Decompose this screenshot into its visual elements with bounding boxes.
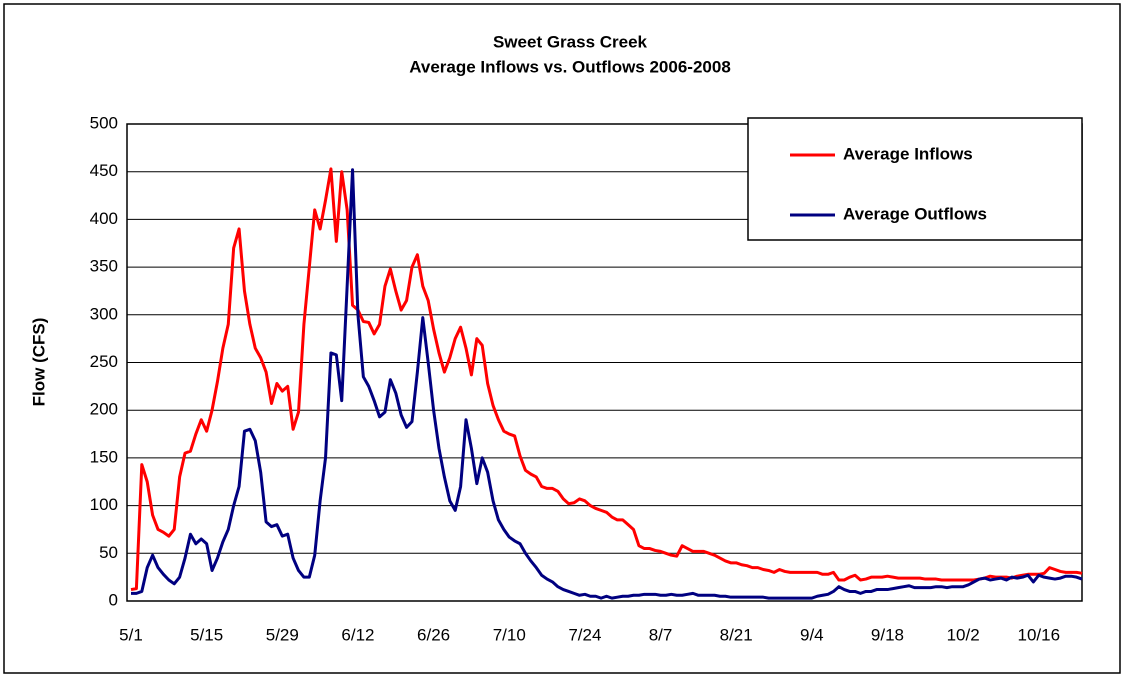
x-tick-label: 5/15 — [190, 625, 223, 644]
y-tick-label: 300 — [90, 304, 118, 323]
y-tick-label: 250 — [90, 352, 118, 371]
legend-label: Average Inflows — [843, 144, 973, 163]
y-tick-label: 400 — [90, 209, 118, 228]
x-tick-label: 7/10 — [493, 625, 526, 644]
x-tick-label: 10/2 — [947, 625, 980, 644]
y-tick-label: 50 — [99, 543, 118, 562]
x-tick-label: 5/1 — [119, 625, 143, 644]
legend-box — [747, 117, 1083, 241]
y-tick-label: 0 — [109, 590, 118, 609]
y-tick-label: 150 — [90, 447, 118, 466]
x-tick-label: 9/18 — [871, 625, 904, 644]
series-line — [131, 168, 1083, 600]
y-tick-label: 100 — [90, 495, 118, 514]
chart-title: Sweet Grass Creek — [493, 32, 648, 51]
y-tick-label: 500 — [90, 113, 118, 132]
y-tick-label: 350 — [90, 257, 118, 276]
x-tick-label: 5/29 — [266, 625, 299, 644]
y-tick-label: 450 — [90, 161, 118, 180]
x-tick-label: 6/26 — [417, 625, 450, 644]
y-tick-label: 200 — [90, 400, 118, 419]
legend-label: Average Outflows — [843, 204, 987, 223]
series-line — [130, 167, 1083, 592]
x-tick-label: 6/12 — [341, 625, 374, 644]
x-tick-label: 10/16 — [1017, 625, 1060, 644]
x-tick-label: 8/21 — [720, 625, 753, 644]
x-tick-label: 7/24 — [568, 625, 601, 644]
chart-subtitle: Average Inflows vs. Outflows 2006-2008 — [409, 57, 731, 76]
x-tick-label: 9/4 — [800, 625, 824, 644]
y-axis-label: Flow (CFS) — [29, 318, 48, 407]
x-tick-label: 8/7 — [649, 625, 673, 644]
